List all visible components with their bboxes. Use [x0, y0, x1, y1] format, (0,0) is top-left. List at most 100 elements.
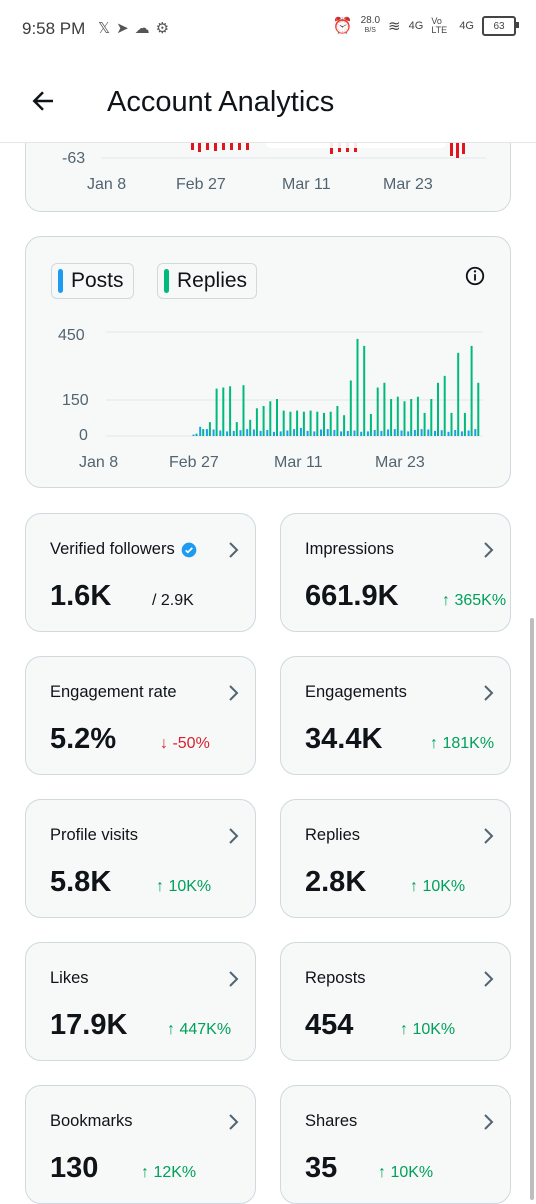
stat-value: 454 — [305, 1009, 354, 1041]
posts-bar — [313, 431, 316, 436]
posts-bar — [246, 429, 249, 436]
posts-color-swatch — [58, 269, 63, 293]
net-speed-value: 28.0 — [360, 15, 381, 26]
replies-bar — [289, 411, 292, 436]
stat-label: Bookmarks — [50, 1112, 133, 1131]
stat-label-text: Shares — [305, 1112, 358, 1130]
replies-color-swatch — [164, 269, 169, 293]
chevron-right-icon[interactable] — [482, 969, 496, 989]
y-tick: 0 — [79, 427, 88, 444]
stat-label-text: Engagement rate — [50, 683, 177, 701]
stat-label: Engagement rate — [50, 683, 177, 702]
info-icon[interactable] — [464, 265, 486, 287]
replies-bar — [356, 338, 359, 436]
legend-posts[interactable]: Posts — [51, 263, 134, 299]
stat-card-engagement-rate[interactable]: Engagement rate 5.2% ↓ -50% — [25, 656, 256, 775]
red-bar — [191, 142, 194, 150]
signal-2: 4G — [459, 20, 474, 32]
legend-replies-label: Replies — [177, 269, 248, 292]
posts-bar — [293, 429, 296, 436]
red-bar — [206, 142, 209, 150]
stat-label-text: Reposts — [305, 969, 366, 987]
replies-bar — [349, 380, 352, 436]
stat-card-engagements[interactable]: Engagements 34.4K ↑ 181K% — [280, 656, 511, 775]
alarm-icon: ⏰ — [332, 18, 353, 35]
stat-value: 661.9K — [305, 580, 399, 612]
chevron-right-icon[interactable] — [227, 826, 241, 846]
stat-value: 35 — [305, 1152, 338, 1184]
replies-bar — [390, 399, 393, 436]
red-bar — [456, 142, 459, 158]
posts-bar — [199, 426, 202, 436]
settings-icon: ⚙ — [155, 20, 176, 37]
chevron-right-icon[interactable] — [482, 1112, 496, 1132]
posts-bar — [474, 429, 477, 436]
replies-bar — [242, 385, 245, 436]
top-chart-x-tick: Feb 27 — [176, 176, 226, 193]
red-bar — [230, 142, 233, 150]
battery-icon: 63 — [482, 16, 519, 36]
replies-bar — [416, 396, 419, 436]
stat-card-verified-followers[interactable]: Verified followers 1.6K / 2.9K — [25, 513, 256, 632]
red-bar — [198, 142, 201, 152]
legend-replies[interactable]: Replies — [157, 263, 258, 299]
stat-card-likes[interactable]: Likes 17.9K ↑ 447K% — [25, 942, 256, 1061]
chevron-right-icon[interactable] — [227, 969, 241, 989]
stat-label-text: Bookmarks — [50, 1112, 133, 1130]
stat-card-reposts[interactable]: Reposts 454 ↑ 10K% — [280, 942, 511, 1061]
chevron-right-icon[interactable] — [482, 683, 496, 703]
replies-bar — [276, 399, 278, 436]
replies-bar — [222, 387, 225, 436]
posts-bar — [360, 431, 363, 436]
posts-bar — [373, 430, 376, 436]
stat-label-text: Replies — [305, 826, 361, 844]
replies-bar — [437, 382, 439, 436]
posts-bar — [387, 429, 390, 436]
top-chart-x-tick: Jan 8 — [87, 176, 127, 193]
posts-bar — [353, 430, 356, 436]
posts-bar — [320, 429, 322, 436]
posts-bar — [380, 430, 383, 436]
replies-bar — [255, 408, 258, 436]
top-chart-x-tick: Mar 23 — [383, 176, 433, 193]
x-app-icon: 𝕏 — [98, 20, 117, 37]
stat-card-bookmarks[interactable]: Bookmarks 130 ↑ 12K% — [25, 1085, 256, 1204]
posts-bar — [219, 430, 222, 436]
stat-label-text: Impressions — [305, 540, 394, 558]
stat-card-replies[interactable]: Replies 2.8K ↑ 10K% — [280, 799, 511, 918]
posts-bar — [226, 431, 229, 436]
chevron-right-icon[interactable] — [227, 1112, 241, 1132]
chevron-right-icon[interactable] — [227, 683, 241, 703]
replies-bar — [269, 401, 272, 436]
stat-label: Replies — [305, 826, 360, 845]
stat-value: 1.6K — [50, 580, 112, 612]
wifi-icon: ≋ — [388, 18, 401, 35]
x-tick: Mar 23 — [375, 454, 425, 471]
status-right: ⏰ 28.0 B/S ≋ 4G Vo LTE 4G 63 — [332, 15, 519, 36]
chevron-right-icon[interactable] — [227, 540, 241, 560]
posts-bar — [286, 430, 289, 436]
scrollbar[interactable] — [530, 618, 534, 1200]
signal-1: 4G — [408, 20, 424, 32]
stat-card-profile-visits[interactable]: Profile visits 5.8K ↑ 10K% — [25, 799, 256, 918]
chevron-right-icon[interactable] — [482, 826, 496, 846]
stat-delta: ↑ 181K% — [430, 735, 495, 752]
replies-bar — [396, 396, 399, 436]
stat-delta: ↑ 10K% — [156, 878, 212, 895]
replies-bar — [443, 375, 446, 436]
posts-replies-chart-card: Posts Replies 450 150 0 Jan 8 Feb 27 Mar… — [25, 236, 511, 488]
back-arrow-icon[interactable] — [28, 86, 58, 116]
stat-label: Likes — [50, 969, 89, 988]
replies-bar — [376, 387, 379, 436]
replies-bar — [229, 386, 232, 436]
stat-card-shares[interactable]: Shares 35 ↑ 10K% — [280, 1085, 511, 1204]
posts-bar — [420, 429, 423, 436]
replies-bar — [208, 422, 211, 436]
replies-bar — [249, 419, 252, 436]
stat-card-impressions[interactable]: Impressions 661.9K ↑ 365K% — [280, 513, 511, 632]
replies-bar — [410, 399, 413, 436]
replies-bar — [336, 406, 339, 436]
stat-value: 2.8K — [305, 866, 367, 898]
legend-posts-label: Posts — [71, 269, 124, 292]
chevron-right-icon[interactable] — [482, 540, 496, 560]
